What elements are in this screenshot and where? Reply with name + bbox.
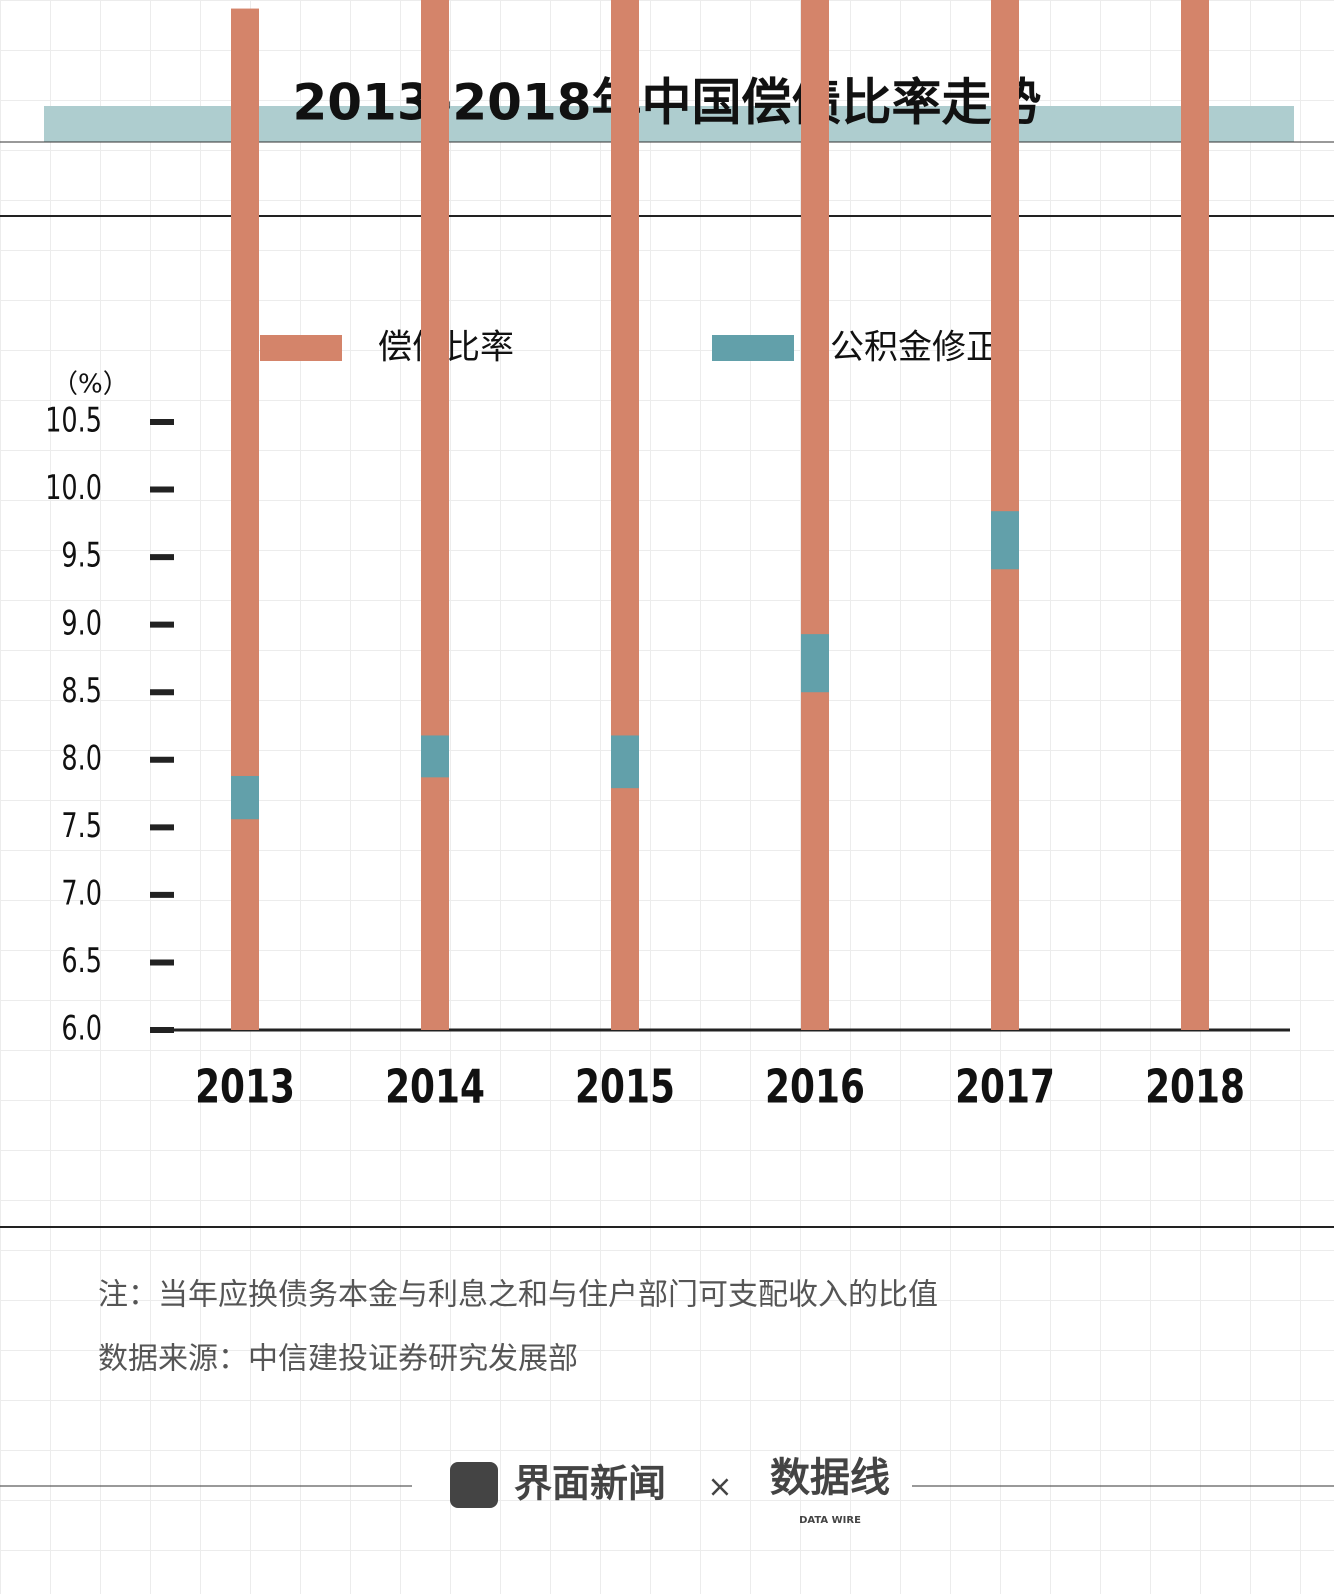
x-tick-label: 2018 [1145, 1060, 1245, 1114]
brand-logo [450, 1462, 498, 1508]
y-tick-label: 8.0 [61, 739, 102, 779]
bar [231, 8, 259, 1031]
x-tick-label: 2013 [195, 1060, 295, 1114]
y-tick-label: 9.5 [61, 536, 102, 576]
legend-swatch [712, 335, 794, 361]
bar [611, 0, 639, 1030]
y-unit: （%） [52, 370, 129, 400]
y-tick-label: 6.0 [61, 1009, 102, 1049]
times: × [707, 1470, 732, 1505]
note: 注：当年应换债务本金与利息之和与住户部门可支配收入的比值 [98, 1278, 938, 1313]
note: 数据来源：中信建投证券研究发展部 [98, 1342, 578, 1377]
bar [1181, 0, 1209, 1031]
x-tick-label: 2014 [385, 1060, 485, 1114]
bar [801, 634, 829, 693]
chart-title: 2013-2018年中国偿债比率走势 [292, 74, 1041, 132]
y-tick-label: 8.5 [61, 671, 102, 711]
y-tick-label: 7.5 [61, 806, 102, 846]
brand: 界面新闻 [514, 1462, 666, 1506]
x-tick-label: 2016 [765, 1060, 865, 1114]
bar [991, 511, 1019, 570]
y-tick-label: 7.0 [61, 874, 102, 914]
bar [231, 775, 259, 820]
partner: 数据线 [770, 1455, 890, 1501]
x-tick-label: 2017 [955, 1060, 1055, 1114]
bar [421, 0, 449, 1031]
bar [611, 735, 639, 789]
bar [801, 0, 829, 1031]
y-tick-label: 6.5 [61, 942, 102, 982]
x-tick-label: 2015 [575, 1060, 675, 1114]
legend-swatch [260, 335, 342, 361]
bar [421, 735, 449, 778]
y-tick-label: 9.0 [61, 604, 102, 644]
y-tick-label: 10.0 [45, 469, 102, 509]
partner-sub: DATA WIRE [799, 1515, 861, 1526]
y-tick-label: 10.5 [45, 401, 102, 441]
legend-label: 公积金修正 [830, 328, 1000, 368]
